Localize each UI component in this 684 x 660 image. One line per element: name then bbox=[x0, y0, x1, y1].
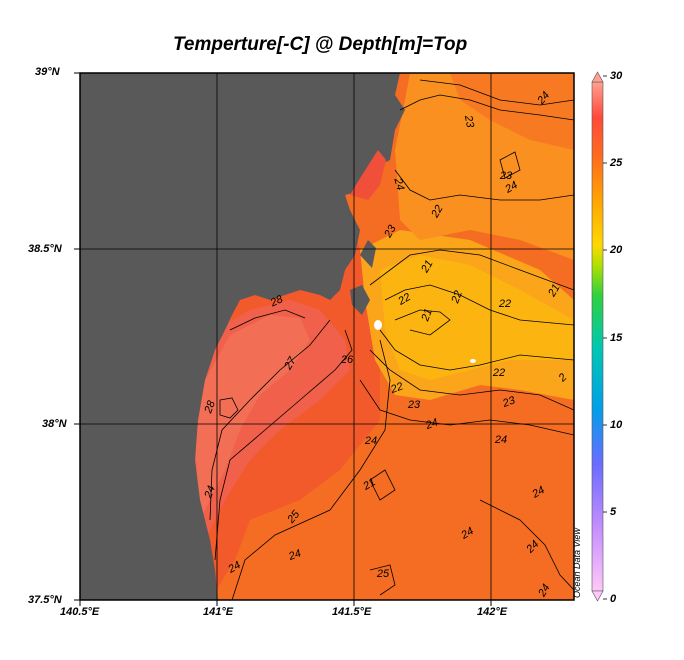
contour-label: 24 bbox=[458, 525, 475, 542]
isotherm-24-e bbox=[479, 499, 574, 591]
contour-label: 28 bbox=[268, 293, 286, 310]
colorbar-label-5: 5 bbox=[610, 506, 617, 518]
contour-label: 23 bbox=[462, 113, 476, 129]
colorbar-label-15: 15 bbox=[610, 332, 623, 344]
isotherm-24-c bbox=[419, 79, 574, 106]
land-mass bbox=[80, 73, 405, 600]
contour-label: 26 bbox=[340, 354, 354, 366]
isotherm-28-loop bbox=[219, 397, 239, 419]
contour-label: 24 bbox=[494, 434, 507, 446]
isotherm-22-a bbox=[384, 284, 574, 326]
contour-label: 24 bbox=[502, 179, 519, 196]
isotherm-lines bbox=[209, 79, 574, 600]
island-4 bbox=[470, 359, 476, 363]
lon-label-142: 142°E bbox=[477, 606, 508, 618]
contour-label: 24 bbox=[529, 484, 546, 501]
isotherm-24-loop bbox=[499, 151, 521, 179]
map-frame bbox=[79, 72, 575, 601]
lon-label-141.5: 141.5°E bbox=[332, 606, 372, 618]
lat-label-37.5: 37.5°N bbox=[28, 594, 62, 606]
colorbar-label-25: 25 bbox=[610, 157, 623, 169]
contour-label: 22 bbox=[449, 289, 465, 306]
isotherm-23-b bbox=[369, 349, 574, 411]
island-3 bbox=[374, 320, 382, 330]
axis-ticks bbox=[74, 72, 492, 606]
contour-label: 24 bbox=[364, 435, 377, 447]
contour-label: 21 bbox=[419, 258, 436, 275]
colorbar-label-0: 0 bbox=[610, 593, 617, 605]
isotherm-21-a bbox=[394, 309, 451, 336]
lon-label-141: 141°E bbox=[203, 606, 234, 618]
isotherm-28 bbox=[229, 309, 306, 331]
island-1 bbox=[360, 240, 376, 268]
isotherm-24-b bbox=[394, 169, 574, 201]
map-title-text: Temperture[-C] @ Depth[m]=Top bbox=[173, 34, 468, 55]
colorbar-ramp bbox=[591, 81, 604, 592]
isotherm-22-b bbox=[379, 329, 574, 371]
contour-label: 24 bbox=[202, 484, 218, 501]
contour-label: 23 bbox=[500, 394, 517, 410]
contour-label: 22 bbox=[388, 380, 405, 396]
contour-label: 21 bbox=[546, 282, 563, 299]
contour-label: 24 bbox=[225, 559, 242, 576]
cool-water-core bbox=[380, 255, 574, 380]
graticule bbox=[80, 73, 574, 600]
isotherm-23-north bbox=[369, 249, 574, 291]
lat-label-38.5: 38.5°N bbox=[28, 243, 62, 255]
lon-label-140.5: 140.5°E bbox=[60, 606, 100, 618]
contour-label: 23 bbox=[407, 399, 421, 411]
lat-label-38: 38°N bbox=[42, 418, 67, 430]
contour-label: 24 bbox=[391, 176, 406, 192]
contour-label: 22 bbox=[498, 298, 511, 310]
coastal-inlet bbox=[350, 150, 386, 200]
isotherm-23-c bbox=[399, 94, 574, 121]
isotherm-24-loop-2 bbox=[369, 469, 396, 501]
isotherm-26 bbox=[214, 329, 353, 561]
contour-label: 25 bbox=[376, 568, 390, 580]
isotherm-27 bbox=[209, 319, 331, 521]
contour-label: 28 bbox=[202, 398, 218, 415]
contour-label: 23 bbox=[499, 170, 513, 182]
warmest-bay-core bbox=[195, 315, 310, 520]
contour-label: 24 bbox=[423, 416, 440, 432]
contour-label: 22 bbox=[395, 291, 412, 308]
colorbar-label-20: 20 bbox=[610, 244, 623, 256]
colorbar-top-arrow bbox=[591, 71, 604, 83]
lat-label-39: 39°N bbox=[35, 66, 60, 78]
contour-label: 22 bbox=[492, 367, 505, 379]
watermark: Ocean Data View bbox=[572, 528, 582, 598]
isotherm-24-a bbox=[359, 379, 574, 436]
contour-label: 22 bbox=[429, 203, 446, 220]
contour-label: 21 bbox=[419, 307, 435, 324]
colorbar bbox=[591, 71, 607, 602]
colorbar-label-30: 30 bbox=[610, 70, 623, 82]
contour-label: 24 bbox=[536, 582, 553, 599]
contour-label: 24 bbox=[286, 547, 303, 563]
isotherm-25 bbox=[231, 339, 391, 600]
colorbar-label-10: 10 bbox=[610, 419, 623, 431]
island-2 bbox=[350, 285, 370, 315]
isotherm-24-d bbox=[369, 564, 396, 596]
contour-label: 21 bbox=[360, 476, 377, 493]
colorbar-bottom-arrow bbox=[591, 590, 604, 602]
